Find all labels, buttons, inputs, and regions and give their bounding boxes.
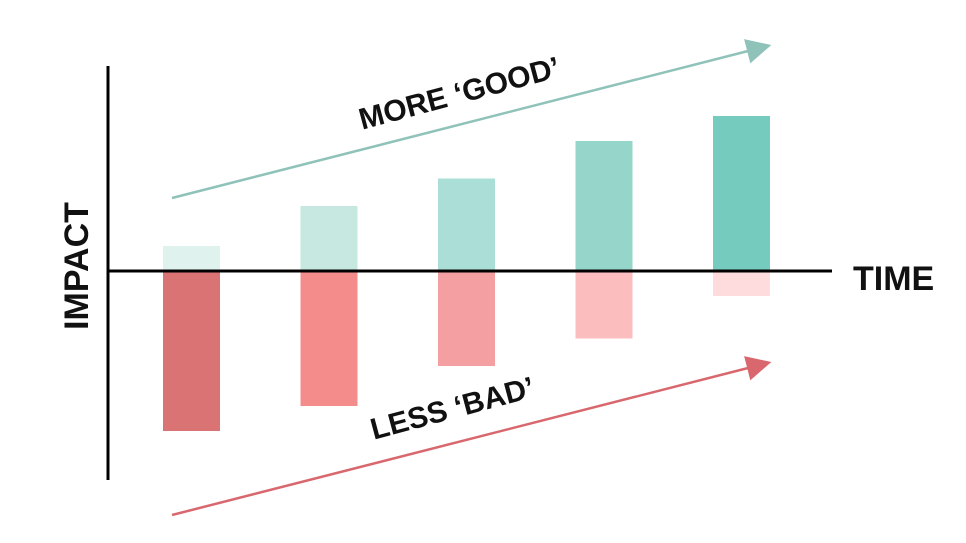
positive-bar-4 bbox=[575, 141, 633, 271]
negative-bar-3 bbox=[438, 271, 495, 366]
positive-bar-1 bbox=[163, 246, 220, 271]
negative-bar-5 bbox=[713, 271, 770, 296]
x-axis-label: TIME bbox=[853, 260, 934, 298]
y-axis-label: IMPACT bbox=[58, 202, 96, 330]
positive-bar-2 bbox=[300, 206, 358, 271]
positive-bar-5 bbox=[713, 116, 770, 271]
bad-trend-arrow bbox=[171, 356, 772, 517]
good-trend-arrow bbox=[171, 39, 772, 200]
negative-bar-4 bbox=[575, 271, 633, 339]
less-bad-annotation: LESS ‘BAD’ bbox=[367, 371, 538, 446]
negative-bar-1 bbox=[163, 271, 220, 431]
positive-bar-3 bbox=[438, 178, 495, 271]
negative-bar-2 bbox=[300, 271, 358, 406]
bars-group bbox=[163, 116, 770, 431]
